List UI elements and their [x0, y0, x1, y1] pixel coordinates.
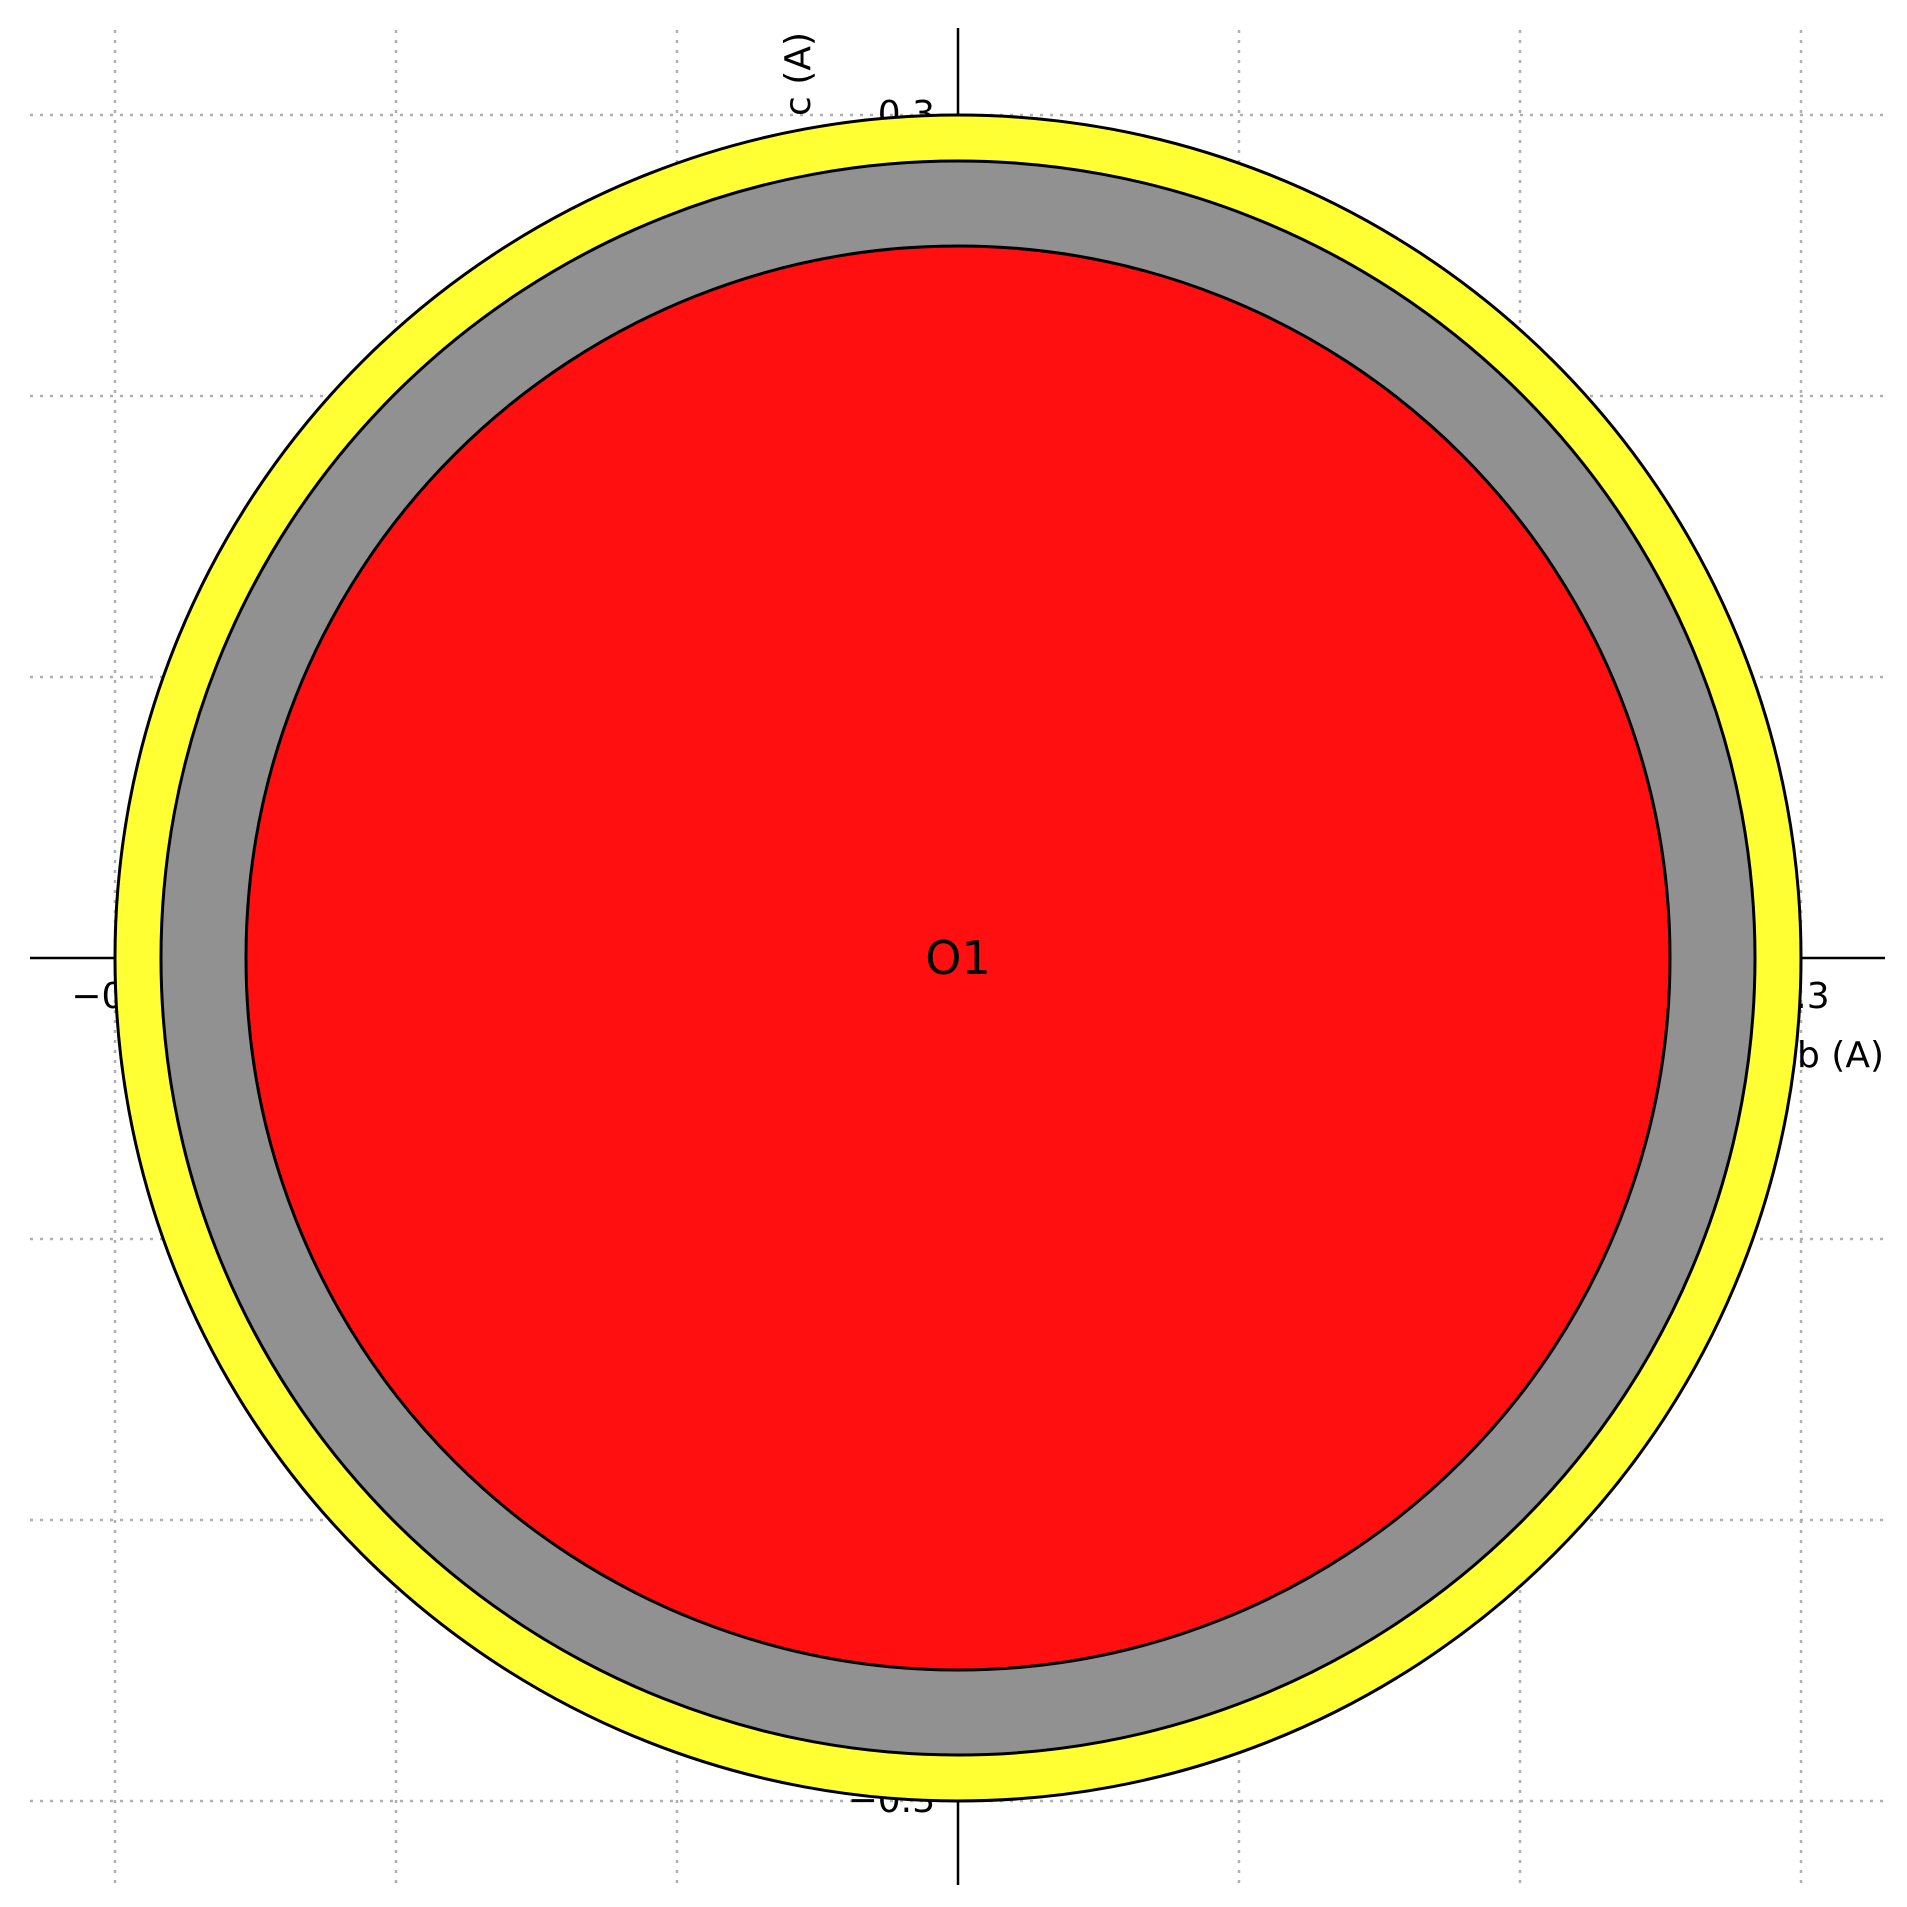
axes — [30, 28, 1885, 1885]
atom-rings — [113, 113, 1803, 1803]
inner-ring — [244, 244, 1672, 1672]
atom-label: O1 — [925, 931, 990, 985]
y-axis-title: c (A) — [778, 32, 819, 116]
x-axis-title: b (A) — [1797, 1035, 1884, 1076]
